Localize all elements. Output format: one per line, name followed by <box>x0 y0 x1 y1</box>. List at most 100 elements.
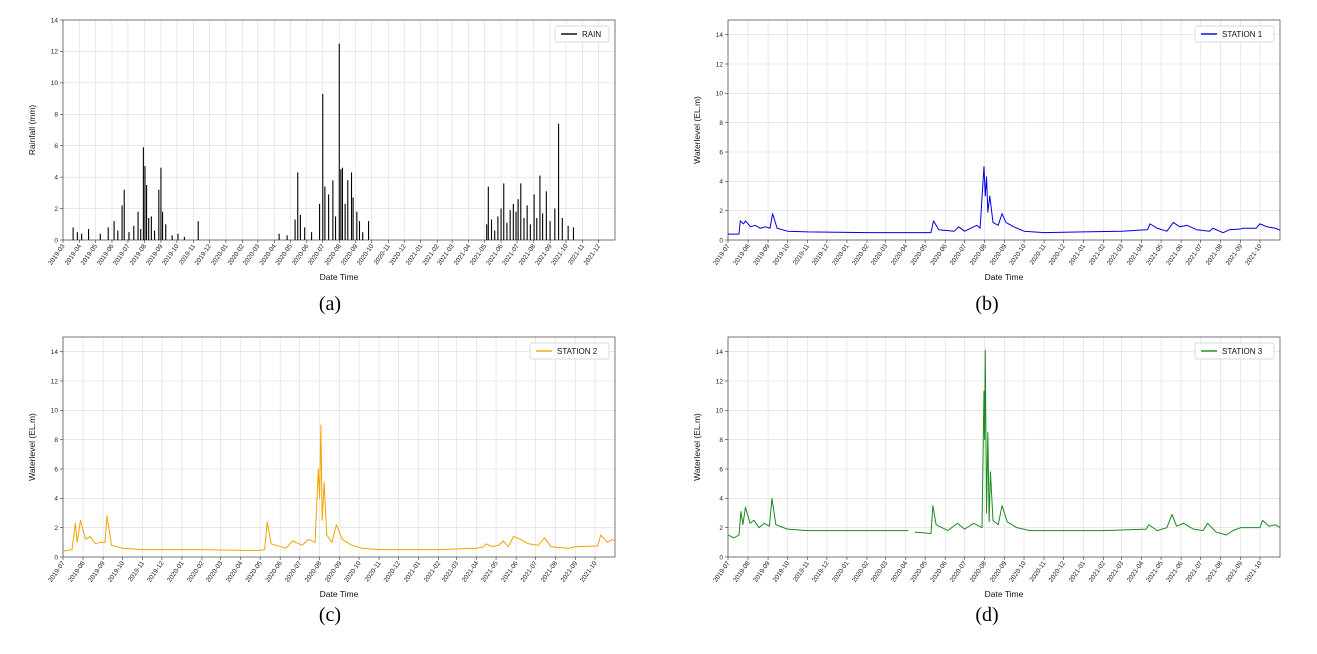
chart-b-data <box>728 166 1280 235</box>
y-tick-label: 8 <box>719 437 723 444</box>
legend-box <box>1194 342 1275 360</box>
y-tick-label: 14 <box>716 349 724 356</box>
y-tick-label: 12 <box>51 378 59 385</box>
x-tick-label: 2020-10 <box>1008 560 1028 584</box>
x-tick-label: 2020-06 <box>264 560 284 584</box>
chart-a-data <box>72 43 575 240</box>
chart-d-legend: STATION 3 <box>1194 342 1275 360</box>
x-tick-label: 2020-05 <box>244 560 264 584</box>
x-tick-label: 2020-01 <box>831 243 851 267</box>
series-line <box>728 497 909 539</box>
x-tick-label: 2020-04 <box>225 560 245 584</box>
x-tick-label: 2021-10 <box>1244 243 1264 267</box>
x-axis-label: Date Time <box>985 272 1024 282</box>
x-tick-label: 2020-11 <box>364 560 383 583</box>
x-tick-label: 2021-02 <box>1088 243 1108 267</box>
y-tick-label: 10 <box>51 408 59 415</box>
series-line <box>914 349 1280 536</box>
y-tick-label: 12 <box>716 378 724 385</box>
x-tick-label: 2020-07 <box>949 243 969 267</box>
chart-c-grid <box>62 337 615 558</box>
chart-panel-c: 0 2 4 6 8 10 12 14 2019-07 2019-08 2019-09 2019-10 2… <box>25 325 625 605</box>
chart-c-data <box>63 424 615 552</box>
x-tick-label: 2021-01 <box>1068 560 1088 584</box>
x-tick-label: 2020-04 <box>890 243 910 267</box>
caption-a: (a) <box>318 293 342 315</box>
x-tick-label: 2019-09 <box>752 243 772 267</box>
legend-label: STATION 1 <box>1222 30 1263 39</box>
y-tick-label: 0 <box>719 237 723 244</box>
x-tick-label: 2021-12 <box>583 243 603 267</box>
x-tick-label: 2021-05 <box>1145 560 1165 584</box>
legend-label: RAIN <box>582 30 601 39</box>
x-tick-label: 2020-08 <box>969 560 989 584</box>
x-tick-label: 2020-11 <box>1029 560 1048 583</box>
x-tick-label: 2020-12 <box>1048 243 1068 267</box>
chart-c-legend: STATION 2 <box>529 342 610 360</box>
x-tick-label: 2020-08 <box>969 243 989 267</box>
x-tick-label: 2021-10 <box>579 560 599 584</box>
x-tick-label: 2021-09 <box>560 560 580 584</box>
y-axis-label: Rainfall (mm) <box>27 105 37 156</box>
y-tick-label: 2 <box>719 525 723 532</box>
x-tick-label: 2019-11 <box>792 560 811 583</box>
x-tick-label: 2020-03 <box>205 560 225 584</box>
x-tick-label: 2020-07 <box>284 560 304 584</box>
x-tick-label: 2019-12 <box>811 243 831 267</box>
x-tick-label: 2019-09 <box>752 560 772 584</box>
legend-box <box>554 25 610 43</box>
legend-box <box>529 342 610 360</box>
x-tick-label: 2020-10 <box>343 560 363 584</box>
y-tick-label: 12 <box>51 49 59 56</box>
y-tick-label: 6 <box>719 149 723 156</box>
x-tick-label: 2020-10 <box>1008 243 1028 267</box>
x-tick-label: 2020-09 <box>989 560 1009 584</box>
y-axis-label: Waterlevel (EL.m) <box>692 96 702 164</box>
chart-b-grid <box>727 20 1280 241</box>
y-tick-label: 14 <box>51 349 59 356</box>
x-tick-label: 2019-07 <box>712 243 732 267</box>
y-tick-label: 4 <box>54 496 58 503</box>
x-tick-label: 2020-02 <box>186 560 206 584</box>
y-tick-label: 0 <box>54 237 58 244</box>
x-tick-label: 2019-11 <box>127 560 146 583</box>
y-tick-label: 14 <box>51 17 59 24</box>
x-tick-label: 2020-01 <box>831 560 851 584</box>
x-tick-label: 2021-10 <box>1244 560 1264 584</box>
y-tick-label: 14 <box>716 32 724 39</box>
y-tick-label: 10 <box>716 91 724 98</box>
x-tick-label: 2021-06 <box>1165 243 1185 267</box>
x-tick-label: 2019-08 <box>67 560 87 584</box>
chart-a-svg: 024681012142019-032019-042019-052019-062… <box>27 17 616 282</box>
x-tick-label: 2020-07 <box>949 560 969 584</box>
x-tick-label: 2021-04 <box>461 560 481 584</box>
chart-d-frame <box>727 336 1281 558</box>
y-tick-label: 4 <box>719 496 723 503</box>
x-tick-label: 2020-01 <box>166 560 186 584</box>
x-tick-label: 2019-11 <box>792 243 811 266</box>
x-tick-label: 2020-08 <box>304 560 324 584</box>
x-tick-label: 2019-10 <box>772 243 792 267</box>
x-tick-label: 2021-03 <box>1106 243 1126 267</box>
y-tick-label: 6 <box>54 143 58 150</box>
chart-c-frame <box>62 336 616 558</box>
x-tick-label: 2020-09 <box>324 560 344 584</box>
caption-b: (b) <box>975 293 999 315</box>
x-tick-label: 2019-08 <box>732 243 752 267</box>
series-line <box>63 424 615 552</box>
x-tick-label: 2021-07 <box>1185 560 1205 584</box>
x-tick-label: 2021-09 <box>1225 243 1245 267</box>
chart-d-data <box>728 349 1280 539</box>
x-tick-label: 2019-12 <box>146 560 166 584</box>
x-tick-label: 2021-08 <box>540 560 560 584</box>
x-tick-label: 2021-01 <box>403 560 423 584</box>
y-tick-label: 10 <box>716 408 724 415</box>
x-tick-label: 2019-10 <box>772 560 792 584</box>
y-tick-label: 8 <box>54 112 58 119</box>
x-tick-label: 2021-06 <box>500 560 520 584</box>
caption-c: (c) <box>318 604 342 626</box>
x-tick-label: 2019-12 <box>811 560 831 584</box>
x-tick-label: 2021-09 <box>1225 560 1245 584</box>
